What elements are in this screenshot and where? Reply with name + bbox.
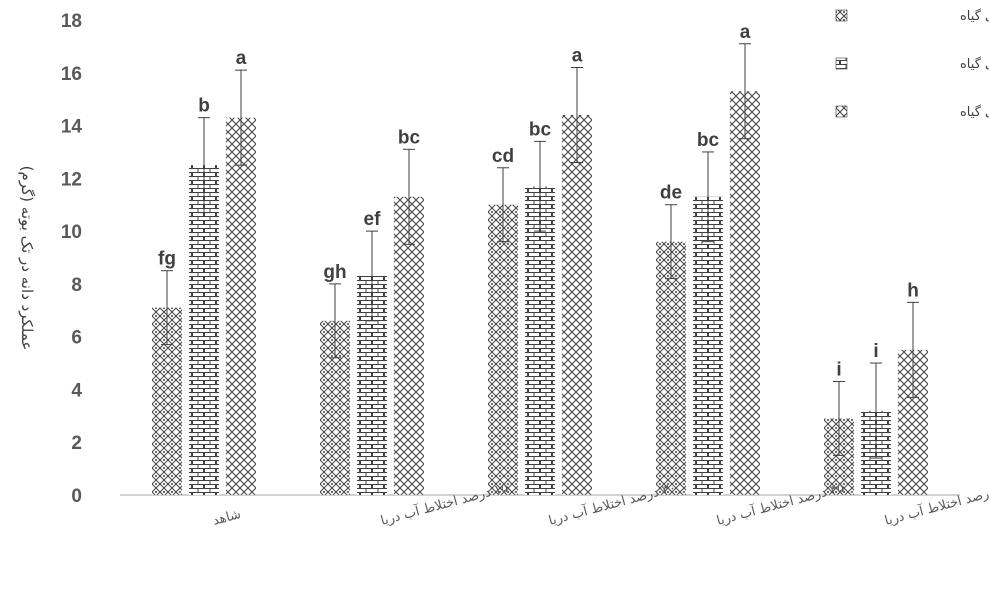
y-axis-label: عملکرد دانه در تک بوته (گرم): [18, 166, 36, 351]
bar-s2-c2: [562, 115, 592, 495]
bar-s2-c3: [730, 91, 760, 495]
significance-label-s2-c2: a: [572, 46, 583, 67]
bar-s2-c0: [226, 117, 256, 495]
significance-label-s2-c4: h: [907, 280, 919, 301]
y-tick-label-1: 2: [71, 433, 82, 454]
y-tick-label-4: 8: [71, 275, 82, 296]
legend-swatch-0: [835, 9, 848, 22]
bar-s2-c1: [394, 196, 424, 496]
significance-label-s0-c0: fg: [158, 249, 176, 270]
significance-label-s1-c4: i: [873, 341, 878, 362]
bar-s0-c3: [656, 241, 686, 495]
significance-label-s1-c1: ef: [364, 209, 382, 230]
significance-label-s2-c0: a: [236, 48, 247, 69]
legend-label-1: ۷۵ درصد نیاز آبی گیاه: [960, 55, 989, 72]
significance-label-s2-c3: a: [740, 22, 751, 43]
bar-s0-c2: [488, 204, 518, 495]
legend: ۵۰ درصد نیاز آبی گیاه ۷۵ درصد نیاز آبی گی…: [835, 7, 989, 120]
significance-label-s0-c3: de: [660, 183, 682, 204]
significance-label-s0-c2: cd: [492, 146, 514, 167]
y-tick-label-7: 14: [61, 117, 83, 138]
bar-s1-c0: [189, 165, 219, 495]
significance-label-s0-c4: i: [836, 360, 841, 381]
significance-label-s0-c1: gh: [323, 262, 346, 283]
y-tick-label-8: 16: [61, 64, 82, 85]
axes: 0 2 4 6 8 10 12 14 16 18: [61, 11, 960, 507]
significance-label-s2-c1: bc: [398, 127, 421, 148]
significance-label-s1-c0: b: [198, 96, 210, 117]
significance-label-s1-c3: bc: [697, 130, 720, 151]
y-tick-label-5: 10: [61, 222, 82, 243]
y-tick-label-3: 6: [71, 328, 82, 349]
legend-swatch-2: [835, 105, 848, 118]
legend-label-0: ۵۰ درصد نیاز آبی گیاه: [960, 7, 989, 24]
bar-s1-c3: [693, 196, 723, 496]
bars: [152, 43, 928, 496]
legend-swatch-1: [835, 57, 848, 70]
y-tick-label-0: 0: [71, 486, 82, 507]
legend-label-2: ۱۰۰ درصد نیاز آبی گیاه: [960, 103, 989, 120]
category-label-0: شاهد: [211, 507, 242, 529]
y-tick-label-6: 12: [61, 169, 82, 190]
y-tick-label-2: 4: [71, 380, 82, 401]
y-tick-label-9: 18: [61, 11, 82, 32]
bar-s1-c2: [525, 186, 555, 495]
significance-label-s1-c2: bc: [529, 119, 552, 140]
